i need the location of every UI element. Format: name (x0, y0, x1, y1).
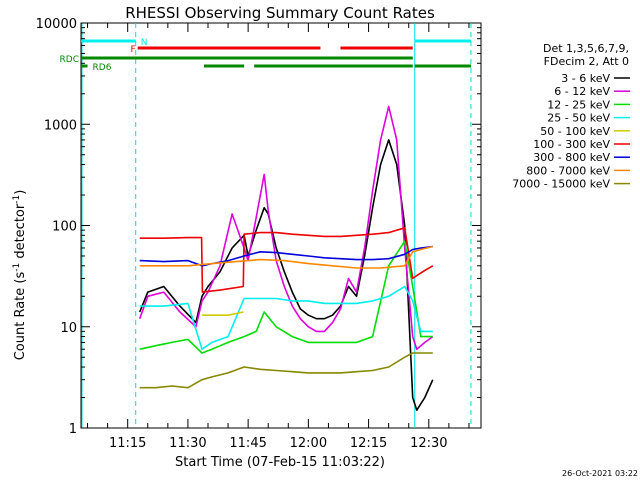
x-axis-ticks: 11:15 11:30 11:45 12:00 12:15 12:30 (87, 23, 470, 451)
y-tick-label: 10 (60, 321, 77, 336)
x-tick-label: 12:30 (410, 436, 447, 451)
series-line-3 (139, 285, 433, 351)
legend-header-line-2: FDecim 2, Att 0 (544, 55, 629, 68)
legend-label: 100 - 300 keV (533, 138, 610, 151)
y-tick-label: 1 (69, 422, 77, 437)
y-tick-label: 100 (52, 220, 77, 235)
x-tick-label: 12:00 (290, 436, 327, 451)
y-axis-label-start: Count Rate (s (13, 272, 28, 361)
series-line-0 (138, 139, 434, 412)
x-axis-label: Start Time (07-Feb-15 11:03:22) (175, 455, 385, 470)
legend-label: 7000 - 15000 keV (512, 178, 610, 191)
y-axis-label-mid: detector (13, 203, 28, 263)
flag-f-label: F (131, 45, 136, 55)
flag-bars: NF RDC RD6 (60, 38, 471, 73)
legend-label: 12 - 25 keV (547, 98, 610, 111)
flag-rd6-label: RD6 (93, 63, 112, 73)
x-tick-label: 11:45 (229, 436, 266, 451)
flag-n-label: N (141, 38, 148, 48)
legend-header-line-1: Det 1,3,5,6,7,9, (543, 42, 629, 55)
legend-label: 300 - 800 keV (533, 151, 610, 164)
y-axis-label-sup2: -1 (12, 195, 22, 204)
y-axis-label: Count Rate (s-1 detector-1) (12, 190, 28, 361)
legend-label: 25 - 50 keV (547, 112, 610, 125)
legend-label: 800 - 7000 keV (526, 164, 610, 177)
flag-rdc-label: RDC (60, 55, 79, 65)
y-axis-label-end: ) (13, 190, 28, 195)
footer-timestamp: 26-Oct-2021 03:22 (562, 469, 638, 478)
x-tick-label: 12:15 (350, 436, 387, 451)
x-tick-label: 11:15 (109, 436, 146, 451)
x-tick-label: 11:30 (169, 436, 206, 451)
series-line-4 (202, 311, 244, 317)
y-axis-label-sup1: -1 (12, 263, 22, 272)
legend-label: 50 - 100 keV (540, 125, 610, 138)
series-line-6 (139, 245, 433, 267)
y-axis-ticks: 1 10 100 1000 10000 (36, 17, 481, 437)
y-tick-label: 10000 (36, 17, 77, 32)
series-line-1 (138, 105, 434, 351)
legend: Det 1,3,5,6,7,9, FDecim 2, Att 0 3 - 6 k… (512, 42, 630, 191)
series-line-8 (139, 352, 433, 389)
data-series (138, 105, 434, 412)
series-line-7 (139, 245, 433, 269)
legend-label: 3 - 6 keV (561, 72, 610, 85)
y-tick-label: 1000 (44, 118, 77, 133)
chart-title: RHESSI Observing Summary Count Rates (125, 4, 435, 22)
legend-label: 6 - 12 keV (554, 85, 610, 98)
series-line-2 (139, 240, 433, 354)
